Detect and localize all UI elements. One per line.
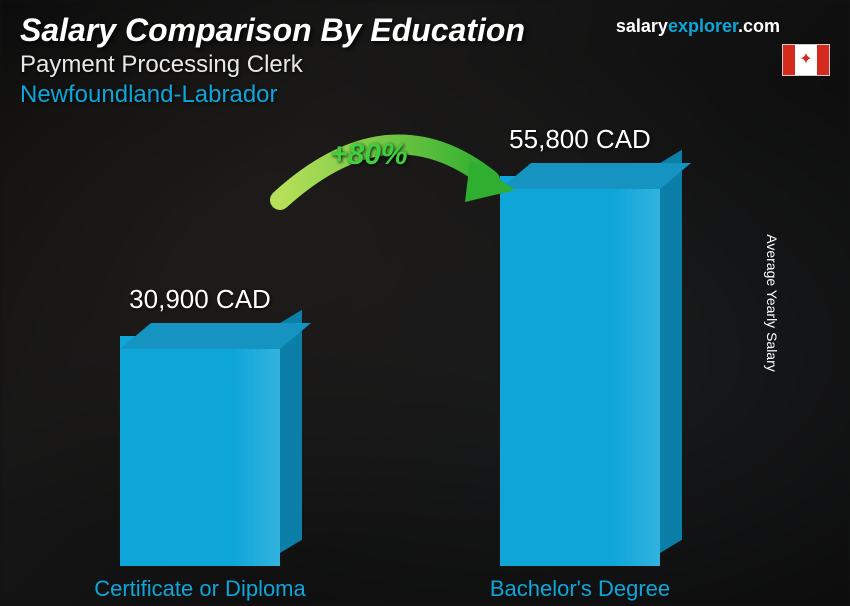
brand-part3: .com — [738, 16, 780, 36]
page-region: Newfoundland-Labrador — [20, 81, 830, 109]
brand-logo: salaryexplorer.com — [616, 16, 780, 37]
country-flag-icon: ✦ — [782, 44, 830, 76]
percent-increase-label: +80% — [330, 138, 408, 172]
maple-leaf-icon: ✦ — [799, 52, 812, 68]
bar-side — [660, 150, 682, 553]
bar-side — [280, 310, 302, 553]
bar-value-label: 30,900 CAD — [70, 284, 330, 315]
bar-front — [500, 176, 660, 566]
bar-top — [500, 163, 691, 189]
brand-part1: salary — [616, 16, 668, 36]
bar-category-label: Certificate or Diploma — [50, 576, 350, 602]
page-subtitle: Payment Processing Clerk — [20, 51, 830, 79]
bar-front — [120, 336, 280, 566]
bar-group: 55,800 CADBachelor's Degree — [500, 176, 660, 566]
bar-chart: 30,900 CADCertificate or Diploma55,800 C… — [0, 130, 810, 606]
brand-part2: explorer — [668, 16, 738, 36]
bar-category-label: Bachelor's Degree — [430, 576, 730, 602]
bar-group: 30,900 CADCertificate or Diploma — [120, 336, 280, 566]
bar-top — [120, 323, 311, 349]
